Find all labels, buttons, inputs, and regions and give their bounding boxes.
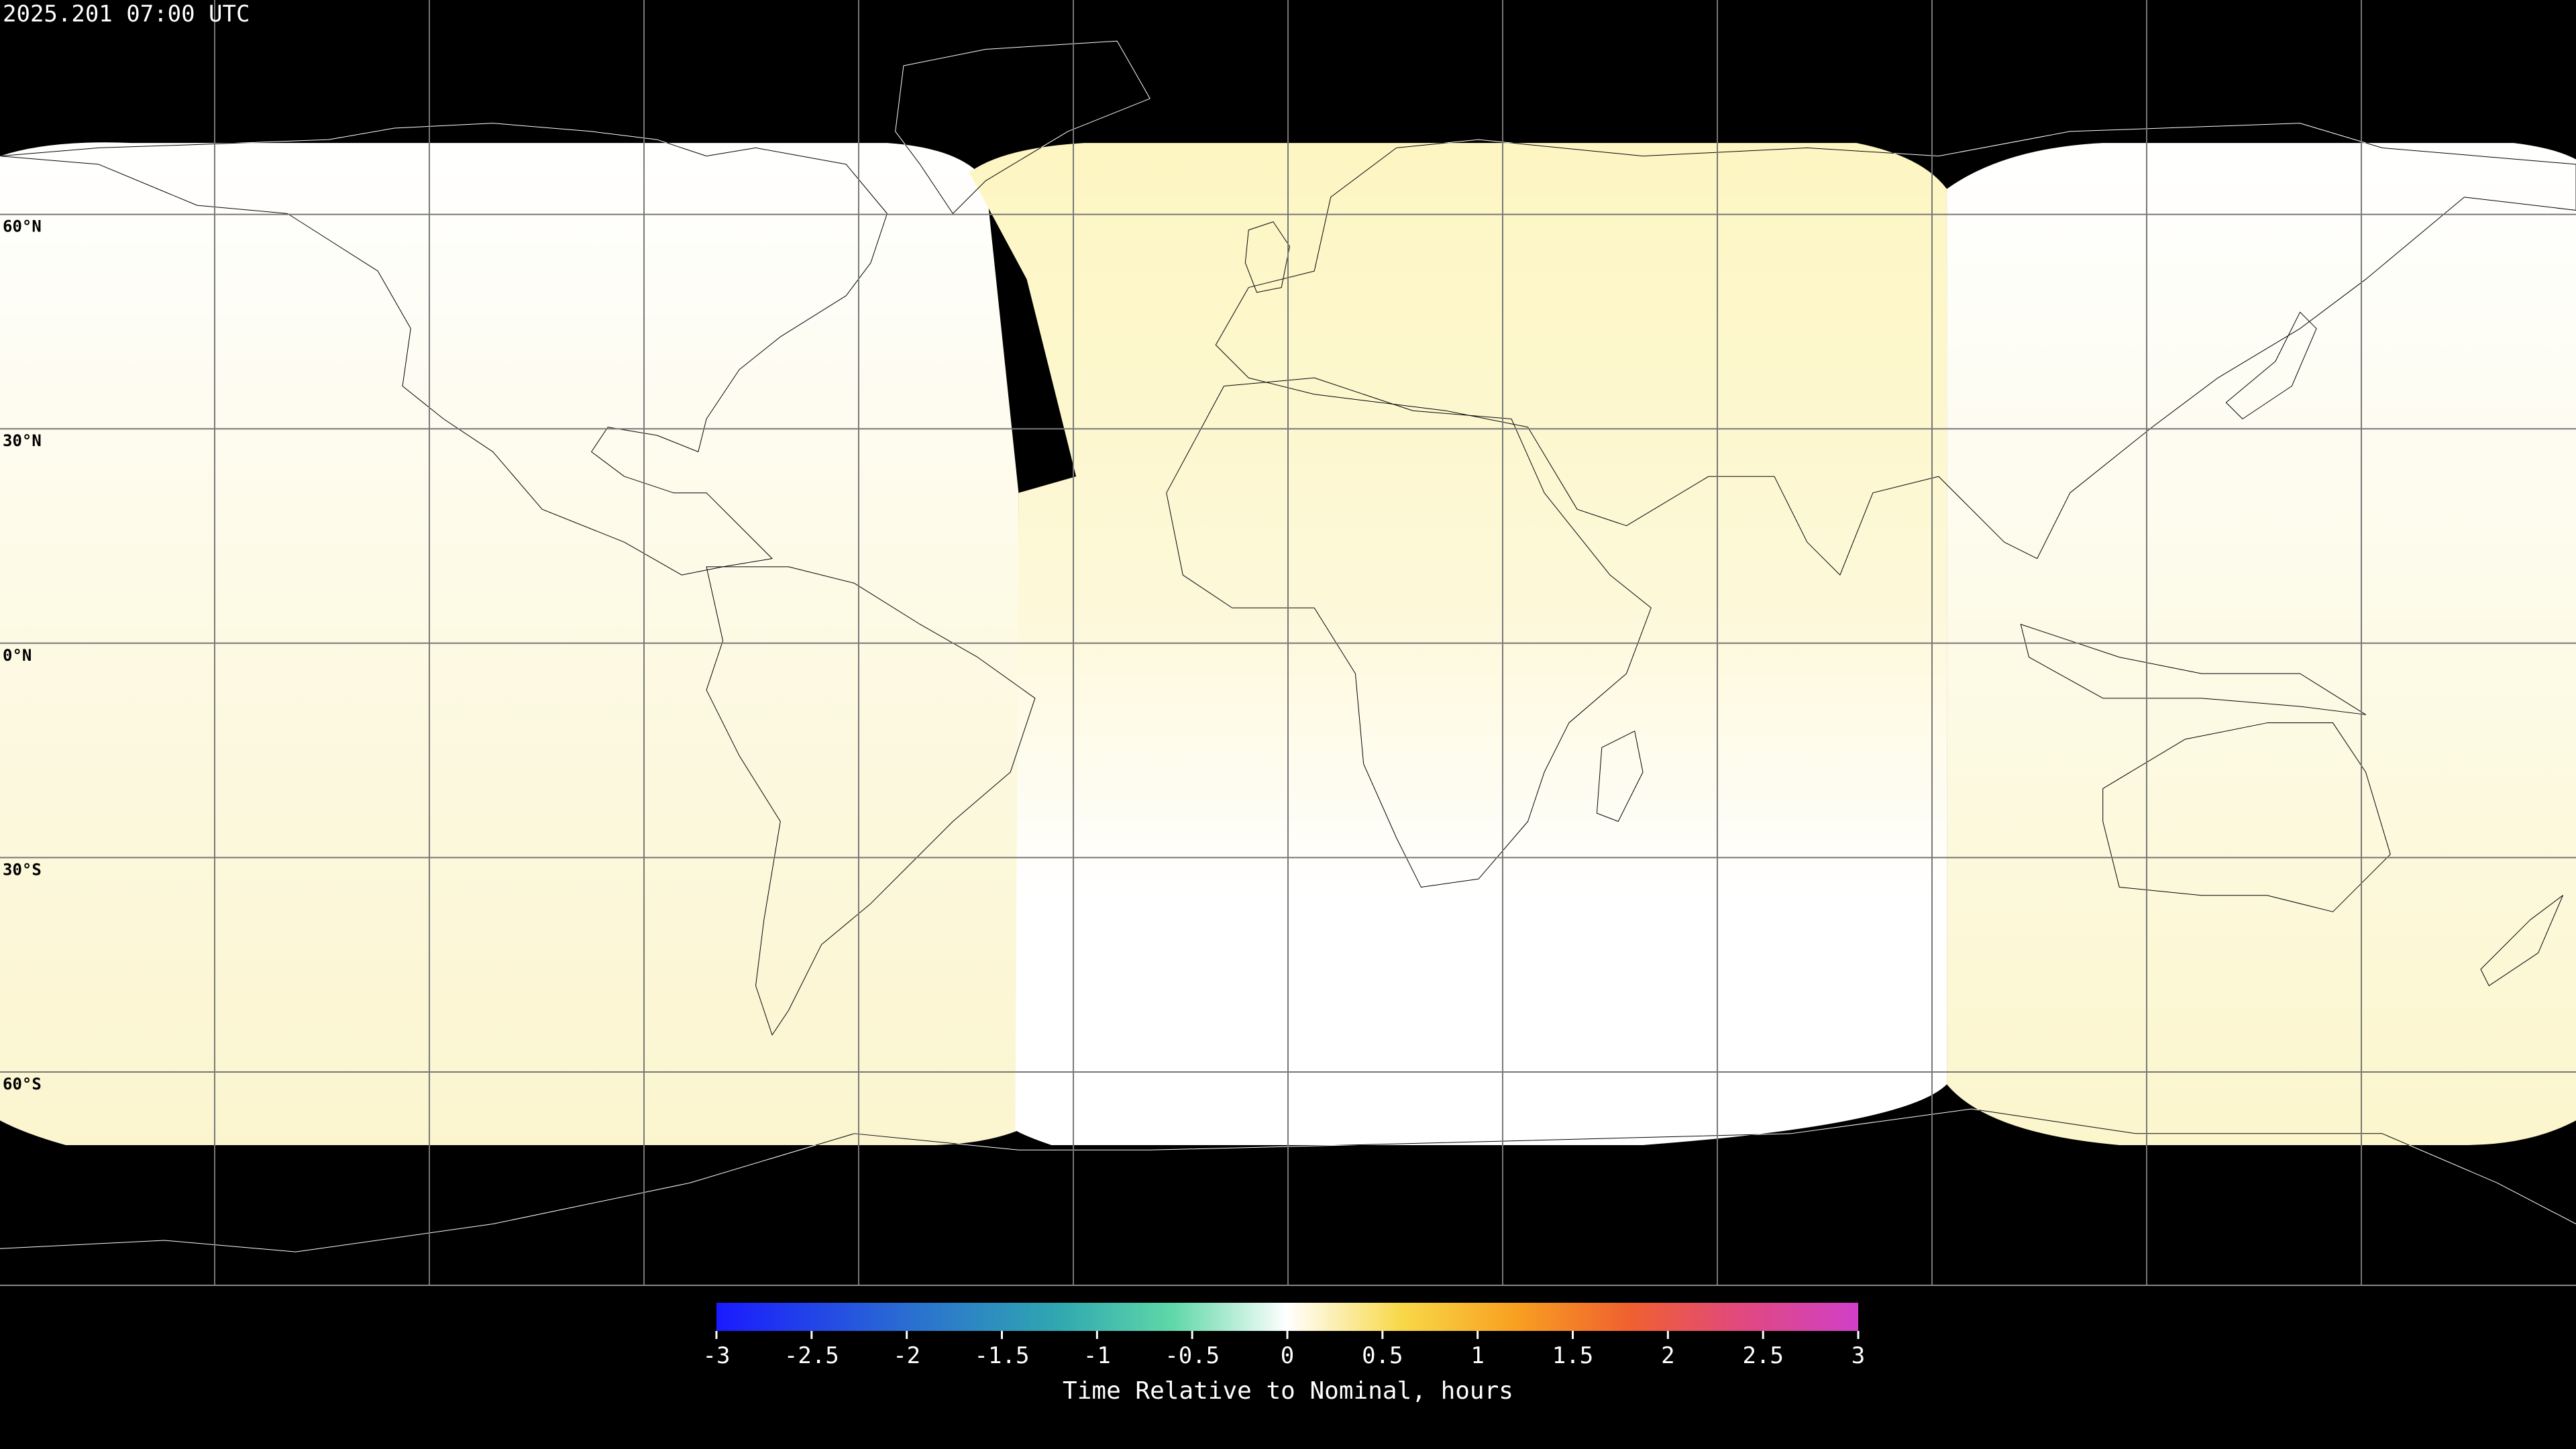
colorbar-tick-label: 1 (1470, 1342, 1484, 1369)
lat-label: 60°N (3, 217, 42, 236)
lat-labels: 60°N 30°N 0°N 30°S 60°S (3, 217, 42, 1093)
data-region (0, 142, 2576, 1145)
graticule (0, 0, 2576, 1285)
colorbar-tick-label: -3 (703, 1342, 731, 1369)
lat-label: 30°N (3, 431, 42, 450)
colorbar-tick-label: -1 (1083, 1342, 1111, 1369)
colorbar-tick-label: 0.5 (1362, 1342, 1403, 1369)
colorbar-tick-label: -2.5 (784, 1342, 839, 1369)
colorbar-ticks: -3 -2.5 -2 -1.5 -1 -0.5 0 0.5 1 1.5 2 2.5 3 (703, 1331, 1865, 1369)
colorbar-tick-label: -2 (893, 1342, 920, 1369)
colorbar-tick-label: 3 (1851, 1342, 1865, 1369)
lat-label: 30°S (3, 860, 42, 879)
lat-label: 0°N (3, 646, 32, 665)
colorbar-tick-label: 1.5 (1552, 1342, 1593, 1369)
timestamp: 2025.201 07:00 UTC (3, 1, 250, 28)
colorbar-tick-label: 0 (1281, 1342, 1294, 1369)
lat-label: 60°S (3, 1075, 42, 1093)
colorbar (716, 1303, 1858, 1331)
colorbar-label: Time Relative to Nominal, hours (1063, 1377, 1513, 1405)
colorbar-tick-label: 2 (1661, 1342, 1674, 1369)
colorbar-tick-label: 2.5 (1742, 1342, 1783, 1369)
colorbar-tick-label: -0.5 (1165, 1342, 1220, 1369)
colorbar-tick-label: -1.5 (975, 1342, 1030, 1369)
